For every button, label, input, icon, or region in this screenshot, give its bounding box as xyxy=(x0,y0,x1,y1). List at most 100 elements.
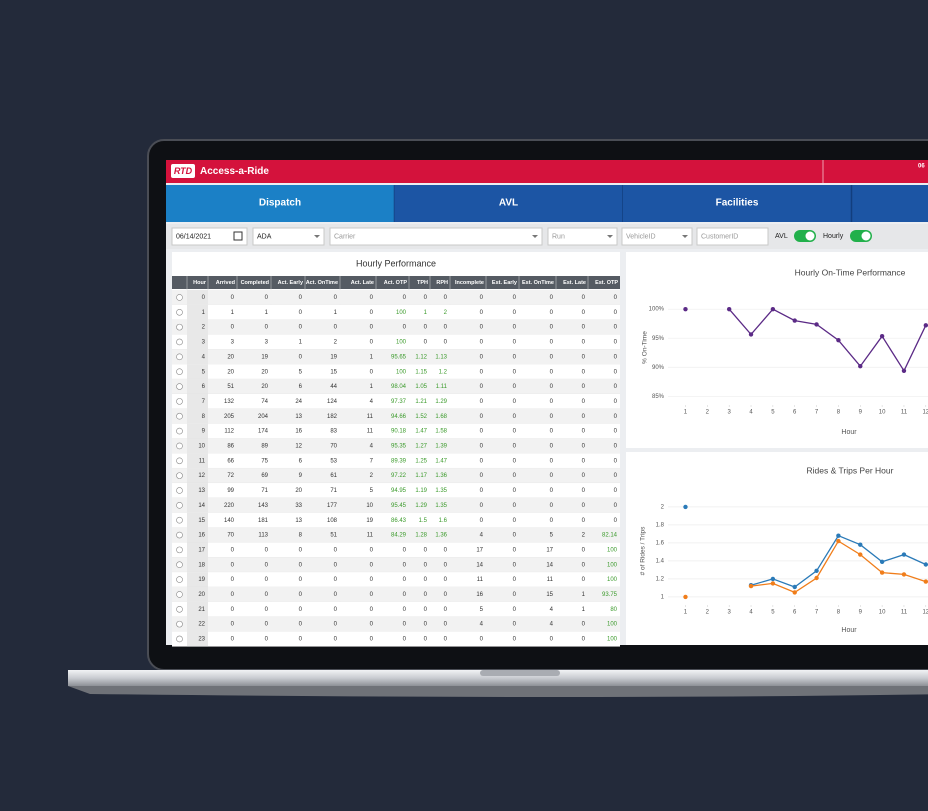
table-row[interactable] xyxy=(172,557,620,573)
table-row[interactable] xyxy=(172,631,620,647)
table-row[interactable] xyxy=(172,468,620,484)
table-row[interactable] xyxy=(172,483,620,498)
table-cell: 0 xyxy=(513,325,517,331)
column-header: RPH xyxy=(436,280,448,286)
tab-label[interactable]: Dispatch xyxy=(259,198,301,209)
row-radio[interactable] xyxy=(176,516,183,524)
data-point xyxy=(792,318,797,323)
logo: RTD xyxy=(174,166,193,176)
row-radio[interactable] xyxy=(176,502,183,509)
table-row[interactable] xyxy=(172,572,620,587)
row-radio[interactable] xyxy=(176,412,183,420)
filter-input[interactable] xyxy=(621,227,693,246)
table-cell: 0 xyxy=(513,577,517,583)
row-radio[interactable] xyxy=(176,323,183,331)
tab[interactable] xyxy=(166,185,394,222)
table-cell: 51 xyxy=(330,533,337,539)
tab-label[interactable]: AVL xyxy=(499,198,518,209)
table-row[interactable] xyxy=(172,616,620,632)
table-row[interactable] xyxy=(172,587,620,602)
row-radio[interactable] xyxy=(176,368,183,375)
row-radio[interactable] xyxy=(176,635,183,643)
tab[interactable] xyxy=(623,185,851,222)
table-row[interactable] xyxy=(172,527,620,543)
table-cell: 143 xyxy=(258,503,269,509)
x-tick-label: 1 xyxy=(684,410,688,416)
table-row[interactable] xyxy=(172,423,620,439)
row-radio[interactable] xyxy=(176,472,183,479)
x-tick-label: 4 xyxy=(749,410,753,416)
row-radio[interactable] xyxy=(176,487,183,494)
filter-input[interactable] xyxy=(547,227,618,246)
hour-cell-bg xyxy=(187,349,208,365)
table-row[interactable] xyxy=(172,453,620,469)
filter-input[interactable] xyxy=(171,227,248,246)
table-row[interactable] xyxy=(172,304,620,320)
table-row[interactable] xyxy=(172,497,620,513)
table-cell: 0 xyxy=(334,622,338,628)
filter-input[interactable] xyxy=(252,227,325,246)
tab[interactable] xyxy=(394,185,623,222)
table-row[interactable] xyxy=(172,512,620,528)
table-cell: 20 xyxy=(227,369,234,375)
table-cell: 8 xyxy=(299,533,303,539)
table-row[interactable] xyxy=(172,290,620,305)
table-cell: 0 xyxy=(370,325,374,331)
table-cell: 0 xyxy=(582,295,586,301)
row-radio[interactable] xyxy=(176,353,183,361)
table-cell: 1.5 xyxy=(419,518,428,524)
table-cell: 0 xyxy=(424,340,428,346)
row-radio[interactable] xyxy=(176,383,183,390)
row-radio[interactable] xyxy=(176,427,183,435)
row-radio[interactable] xyxy=(176,308,183,316)
table-row[interactable] xyxy=(172,393,620,409)
tab-label[interactable]: Facilities xyxy=(716,198,759,209)
table-cell: 97.37 xyxy=(391,399,407,405)
table-cell: 0 xyxy=(334,637,338,643)
row-radio[interactable] xyxy=(176,576,183,583)
table-cell: 0 xyxy=(480,414,484,420)
table-cell: 0 xyxy=(444,622,448,628)
row-radio[interactable] xyxy=(176,591,183,598)
filter-input[interactable] xyxy=(696,227,769,246)
table-row[interactable] xyxy=(172,349,620,365)
table-cell: 1 xyxy=(370,384,374,390)
row-radio[interactable] xyxy=(176,561,183,569)
table-row[interactable] xyxy=(172,364,620,380)
table-cell: 108 xyxy=(327,518,338,524)
table-cell: 0 xyxy=(614,444,618,450)
x-tick-label: 11 xyxy=(901,610,908,616)
row-radio[interactable] xyxy=(176,605,183,613)
row-radio[interactable] xyxy=(176,531,183,539)
row-radio[interactable] xyxy=(176,457,183,465)
row-radio[interactable] xyxy=(176,398,183,405)
table-row[interactable] xyxy=(172,438,620,454)
table-cell: 0 xyxy=(582,637,586,643)
row-radio[interactable] xyxy=(176,442,183,450)
column-header: TPH xyxy=(417,280,428,286)
table-row[interactable] xyxy=(172,334,620,350)
hour-cell-bg xyxy=(187,379,208,394)
table-row[interactable] xyxy=(172,601,620,617)
row-radio[interactable] xyxy=(176,338,183,346)
table-cell: 12 xyxy=(198,473,205,479)
row-radio[interactable] xyxy=(176,546,183,554)
table-cell: 0 xyxy=(582,577,586,583)
table-cell: 1.11 xyxy=(436,384,448,390)
table-row[interactable] xyxy=(172,408,620,424)
table-cell: 0 xyxy=(299,622,303,628)
table-row[interactable] xyxy=(172,379,620,394)
table-cell: 0 xyxy=(582,547,586,553)
table-cell: 5 xyxy=(550,533,554,539)
row-radio[interactable] xyxy=(176,294,183,301)
table-row[interactable] xyxy=(172,319,620,335)
filter-input[interactable] xyxy=(329,227,543,246)
table-cell: 0 xyxy=(582,458,586,464)
table-cell: 1 xyxy=(424,310,428,316)
table-cell: 0 xyxy=(299,577,303,583)
table-cell: 0 xyxy=(403,562,407,568)
table-row[interactable] xyxy=(172,542,620,558)
row-radio[interactable] xyxy=(176,620,183,628)
table-cell: 0 xyxy=(550,340,554,346)
table-cell: 0 xyxy=(299,547,303,553)
